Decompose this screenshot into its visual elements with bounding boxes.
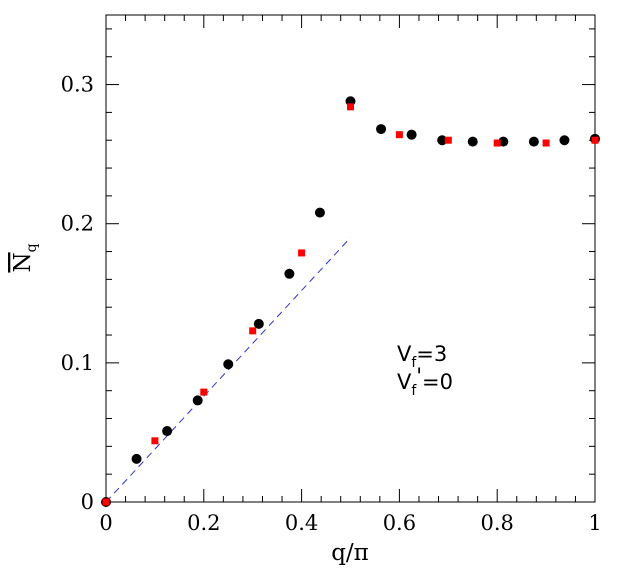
y-axis-label: Nq [10, 243, 40, 272]
x-axis-label: q/π [331, 540, 369, 566]
red-square-point [444, 136, 452, 144]
black-circle-point [498, 136, 509, 147]
annotation-2-rest: =0 [422, 370, 453, 394]
annotation-line-1: Vf=3 [397, 342, 447, 371]
y-tick-label: 0.2 [61, 212, 94, 236]
red-square-point [493, 139, 501, 147]
red-square-point [395, 131, 403, 139]
red-square-point [151, 437, 159, 445]
black-circle-point [223, 359, 234, 370]
red-square-point [249, 327, 257, 335]
black-circle-point [253, 318, 264, 329]
axis-ticks [105, 15, 596, 503]
annotation-2-main: V [397, 370, 412, 394]
black-circle-point [162, 426, 173, 437]
parameter-annotation: Vf=3 Vf'=0 [397, 342, 453, 399]
y-tick-label: 0 [81, 490, 94, 514]
red-square-point [298, 249, 306, 257]
data-points [101, 96, 600, 507]
black-circle-point [406, 129, 417, 140]
annotation-line-2: Vf'=0 [397, 364, 453, 399]
red-square-point [591, 136, 599, 144]
annotation-1-sub: f [411, 355, 417, 371]
y-axis-label-main: N [10, 252, 36, 272]
annotation-2-prime: ' [416, 364, 422, 388]
black-circle-point [528, 136, 539, 147]
annotation-1-rest: =3 [416, 342, 447, 366]
x-tick-label: 0.4 [285, 511, 318, 535]
black-circle-point [559, 135, 570, 146]
red-square-point [200, 388, 208, 396]
red-square-point [542, 139, 550, 147]
y-tick-label: 0.3 [61, 73, 94, 97]
svg-text:Nq: Nq [10, 243, 40, 272]
plot-frame [105, 14, 596, 503]
x-tick-label: 1 [588, 511, 601, 535]
black-circle-point [192, 395, 203, 406]
black-circle-point [376, 124, 387, 135]
x-tick-label: 0.2 [187, 511, 220, 535]
x-tick-label: 0 [99, 511, 112, 535]
annotation-1-main: V [397, 342, 412, 366]
red-square-point [347, 103, 354, 111]
tick-labels: 0 0.2 0.4 0.6 0.8 1 0 0.1 0.2 0.3 [61, 73, 602, 535]
reference-line-group [105, 237, 351, 503]
y-axis-label-sub: q [24, 243, 40, 252]
black-circle-point [467, 136, 478, 147]
black-circle-point [314, 207, 325, 218]
x-tick-label: 0.8 [480, 511, 513, 535]
x-tick-label: 0.6 [383, 511, 416, 535]
annotation-2-sub: f [411, 383, 417, 399]
reference-line [105, 237, 351, 503]
y-tick-label: 0.1 [61, 351, 94, 375]
black-circle-point [437, 135, 448, 146]
black-circle-point [284, 268, 295, 279]
black-circle-point [131, 453, 142, 464]
red-square-point [102, 498, 110, 506]
